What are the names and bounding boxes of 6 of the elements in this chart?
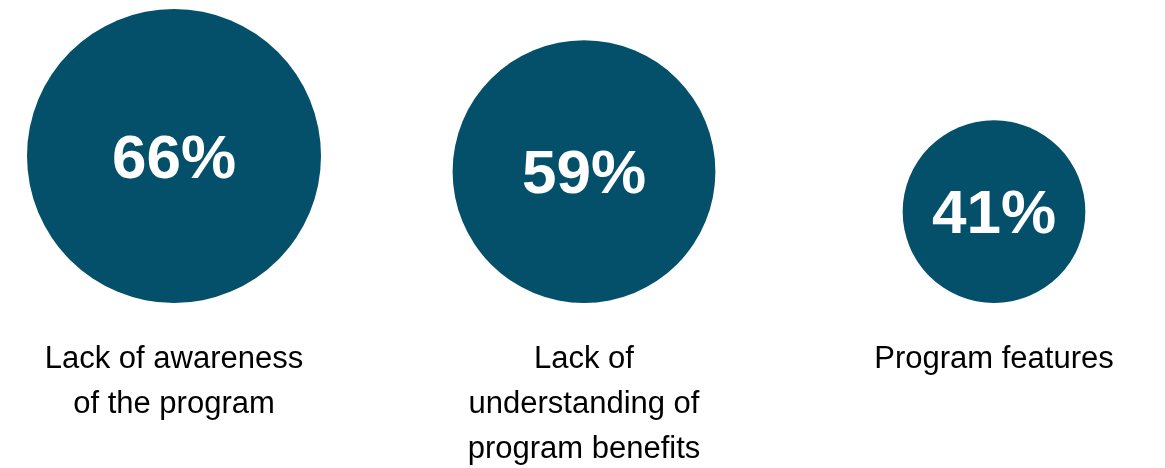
x-tick-label: Lack of awareness of the program [44,340,304,420]
x-tick-label: Lack of understanding of program benefits [467,340,701,465]
x-tick-label: Program features [874,340,1114,375]
data-label: 41% [931,177,1057,247]
data-label: 66% [111,121,237,191]
data-label: 59% [521,137,647,207]
